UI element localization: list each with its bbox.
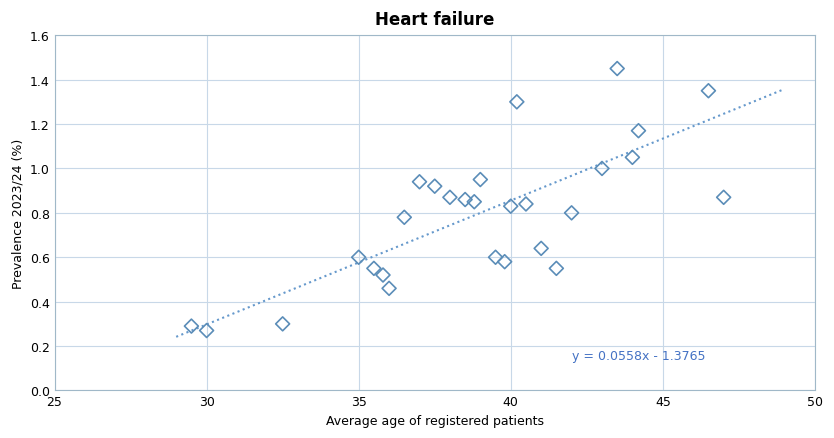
Point: [428, 183, 441, 190]
Point: [352, 254, 365, 261]
Point: [595, 166, 609, 173]
Point: [550, 265, 563, 272]
Point: [510, 99, 524, 106]
Point: [184, 323, 198, 330]
Point: [489, 254, 502, 261]
Title: Heart failure: Heart failure: [375, 11, 495, 29]
Point: [200, 327, 214, 334]
Point: [367, 265, 380, 272]
Point: [459, 197, 472, 204]
Point: [626, 155, 639, 162]
Point: [498, 258, 511, 265]
Point: [504, 203, 517, 210]
Y-axis label: Prevalence 2023/24 (%): Prevalence 2023/24 (%): [11, 138, 24, 288]
Point: [610, 66, 624, 73]
Point: [632, 128, 646, 135]
Text: y = 0.0558x - 1.3765: y = 0.0558x - 1.3765: [571, 349, 705, 362]
Point: [443, 194, 456, 201]
Point: [565, 210, 578, 217]
X-axis label: Average age of registered patients: Average age of registered patients: [326, 414, 544, 427]
Point: [520, 201, 533, 208]
Point: [383, 285, 396, 292]
Point: [376, 272, 389, 279]
Point: [468, 199, 481, 206]
Point: [398, 214, 411, 221]
Point: [276, 321, 289, 328]
Point: [717, 194, 731, 201]
Point: [474, 177, 487, 184]
Point: [701, 88, 715, 95]
Point: [535, 245, 548, 252]
Point: [413, 179, 426, 186]
